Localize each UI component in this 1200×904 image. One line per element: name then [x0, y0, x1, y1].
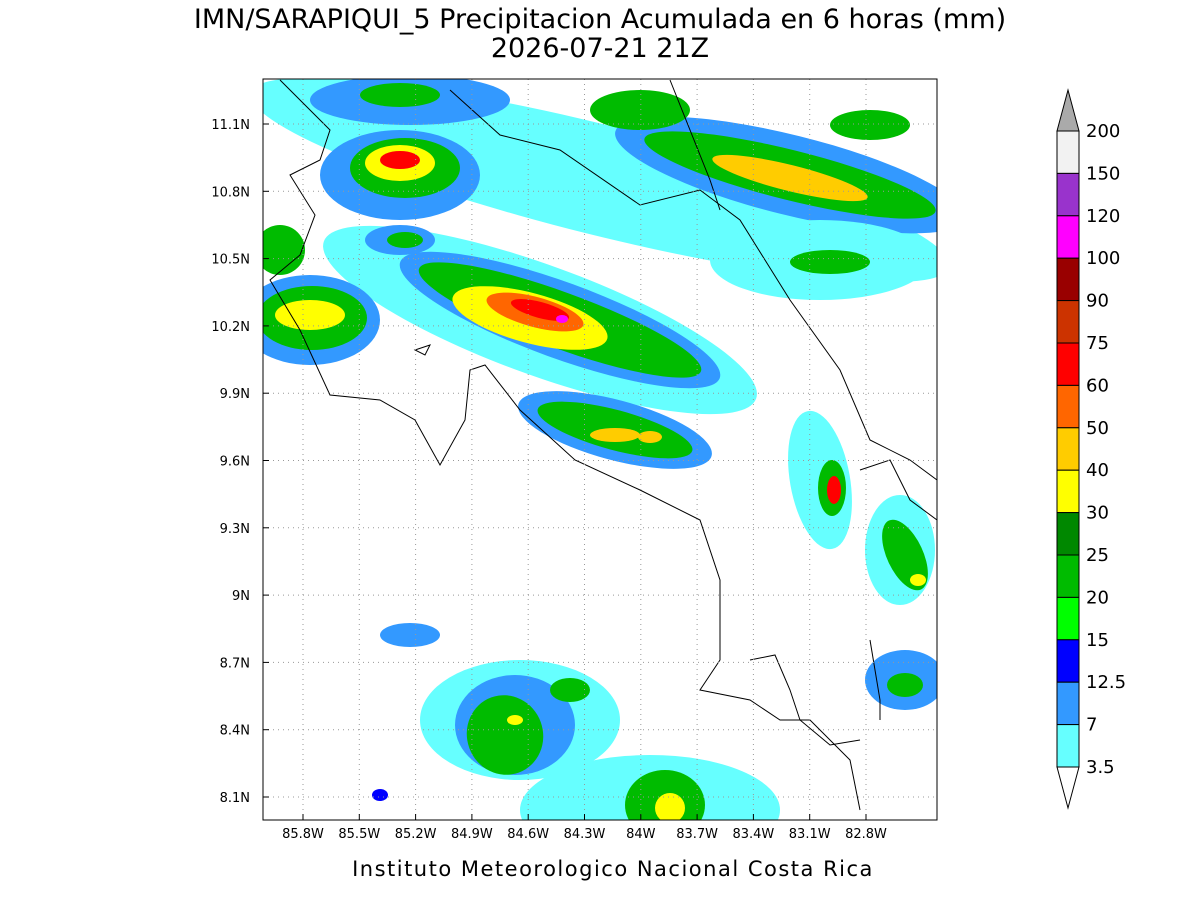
lon-tick-label: 82.8W	[845, 827, 887, 842]
lat-tick-label: 9N	[232, 589, 250, 604]
lat-tick-label: 8.7N	[220, 656, 250, 671]
colorbar-arrow-top	[1056, 88, 1080, 132]
colorbar-label: 25	[1086, 545, 1109, 566]
colorbar-box	[1056, 681, 1080, 726]
colorbar-box	[1056, 342, 1080, 386]
lat-tick-label: 9.9N	[220, 387, 250, 402]
subtitle: 2026-07-21 21Z	[491, 33, 709, 64]
lat-tick-label: 10.5N	[211, 253, 250, 268]
colorbar-label: 3.5	[1086, 757, 1115, 778]
colorbar-label: 7	[1086, 715, 1097, 736]
colorbar-label: 90	[1086, 291, 1109, 312]
colorbar-box	[1056, 384, 1080, 429]
colorbar-label: 50	[1086, 418, 1109, 439]
lon-tick-label: 84W	[626, 827, 656, 842]
colorbar-box	[1056, 724, 1080, 768]
colorbar-label: 60	[1086, 375, 1109, 396]
colorbar-label: 30	[1086, 503, 1109, 524]
title: IMN/SARAPIQUI_5 Precipitacion Acumulada …	[194, 4, 1006, 35]
colorbar-box	[1056, 300, 1080, 344]
colorbar-label: 150	[1086, 163, 1120, 184]
colorbar-box	[1056, 639, 1080, 683]
colorbar: 200 150 120 100 90 75 60 50 40 30 25 20 15 12.5 7 3.5	[1056, 88, 1126, 810]
footer: Instituto Meteorologico Nacional Costa R…	[352, 857, 874, 881]
colorbar-label: 12.5	[1086, 672, 1126, 693]
colorbar-box	[1056, 172, 1080, 217]
map-frame	[262, 78, 938, 821]
colorbar-label: 20	[1086, 587, 1109, 608]
lat-tick-label: 9.3N	[220, 522, 250, 537]
colorbar-box	[1056, 130, 1080, 174]
colorbar-label: 100	[1086, 248, 1120, 269]
colorbar-box	[1056, 469, 1080, 514]
lon-tick-label: 84.6W	[507, 827, 549, 842]
colorbar-box	[1056, 596, 1080, 641]
lat-tick-label: 8.1N	[220, 791, 250, 806]
colorbar-label: 15	[1086, 630, 1109, 651]
lat-tick-label: 10.8N	[211, 185, 250, 200]
colorbar-label: 40	[1086, 460, 1109, 481]
colorbar-box	[1056, 554, 1080, 598]
colorbar-box	[1056, 215, 1080, 259]
lat-tick-label: 10.2N	[211, 320, 250, 335]
lon-tick-label: 85.5W	[338, 827, 380, 842]
colorbar-label: 120	[1086, 206, 1120, 227]
lon-tick-label: 83.1W	[789, 827, 831, 842]
colorbar-box	[1056, 512, 1080, 556]
colorbar-label: 200	[1086, 121, 1120, 142]
lon-tick-label: 84.9W	[451, 827, 493, 842]
lat-tick-label: 8.4N	[220, 724, 250, 739]
lat-tick-label: 9.6N	[220, 455, 250, 470]
lat-tick-label: 11.1N	[211, 118, 250, 133]
lon-tick-label: 85.8W	[282, 827, 324, 842]
precip-field	[263, 79, 937, 820]
graticule: 85.8W 85.5W 85.2W 84.9W 84.6W 84.3W 84W 83.7W 83…	[211, 79, 937, 842]
colorbar-box	[1056, 427, 1080, 471]
lon-tick-label: 83.4W	[732, 827, 774, 842]
lon-tick-label: 85.2W	[395, 827, 437, 842]
colorbar-box	[1056, 257, 1080, 302]
lon-tick-label: 83.7W	[676, 827, 718, 842]
lon-tick-label: 84.3W	[564, 827, 606, 842]
colorbar-arrow-bottom	[1056, 766, 1080, 810]
colorbar-label: 75	[1086, 333, 1109, 354]
